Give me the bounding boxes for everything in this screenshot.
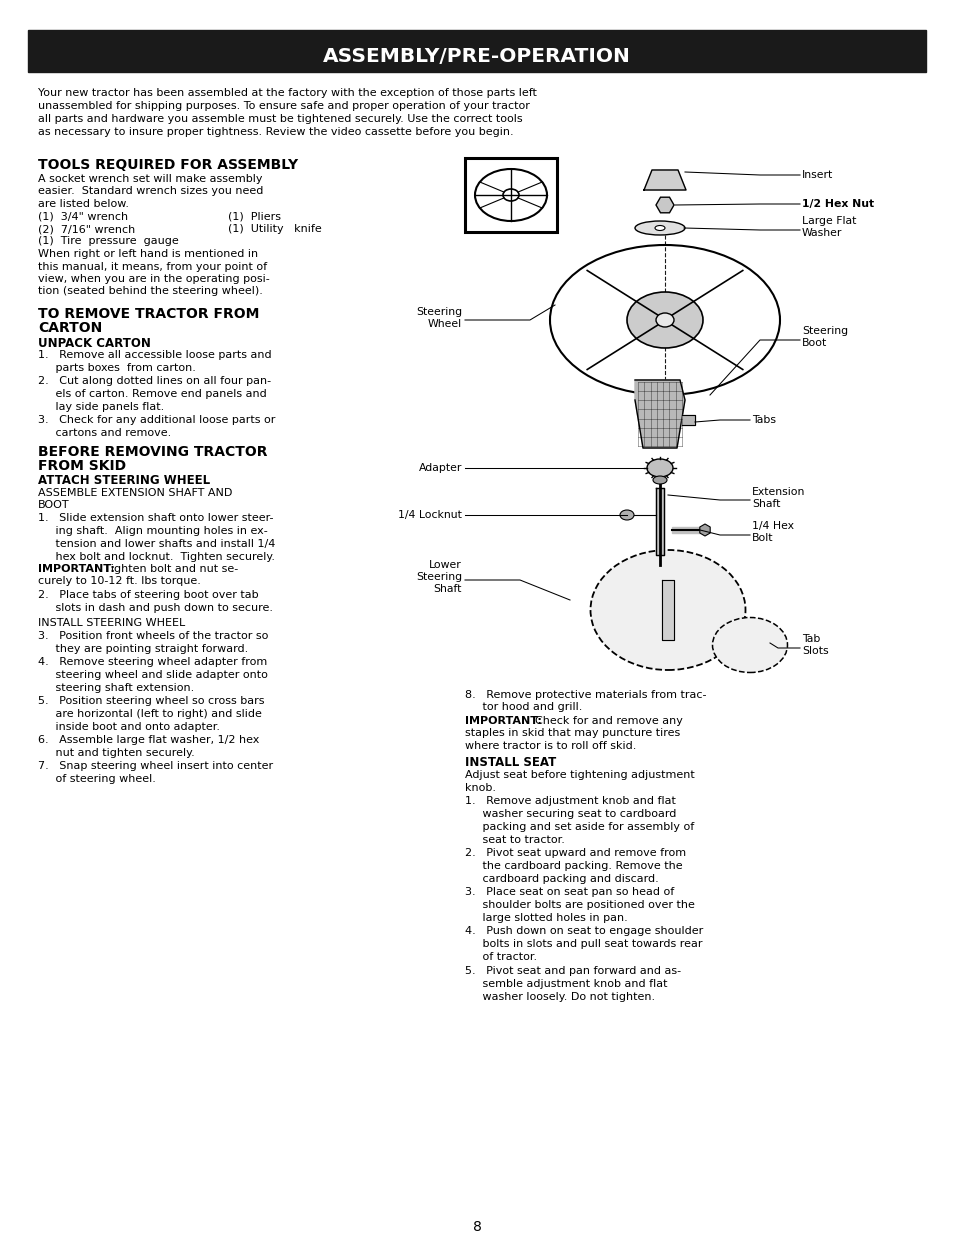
Text: Large Flat
Washer: Large Flat Washer <box>801 216 856 238</box>
Polygon shape <box>671 527 700 534</box>
Text: INSTALL STEERING WHEEL: INSTALL STEERING WHEEL <box>38 618 185 629</box>
Text: 2.   Place tabs of steering boot over tab
     slots in dash and push down to se: 2. Place tabs of steering boot over tab … <box>38 590 273 613</box>
Text: IMPORTANT:: IMPORTANT: <box>464 716 541 726</box>
Text: FROM SKID: FROM SKID <box>38 459 126 473</box>
Text: A socket wrench set will make assembly: A socket wrench set will make assembly <box>38 174 262 184</box>
Text: where tractor is to roll off skid.: where tractor is to roll off skid. <box>464 741 636 751</box>
Text: this manual, it means, from your point of: this manual, it means, from your point o… <box>38 262 267 272</box>
Ellipse shape <box>635 221 684 235</box>
Text: Adjust seat before tightening adjustment
knob.: Adjust seat before tightening adjustment… <box>464 769 694 793</box>
Text: Steering
Boot: Steering Boot <box>801 326 847 348</box>
Text: Insert: Insert <box>801 170 832 180</box>
Text: (2)  7/16" wrench: (2) 7/16" wrench <box>38 224 135 233</box>
Bar <box>28 30 925 72</box>
Text: (1)  Tire  pressure  gauge: (1) Tire pressure gauge <box>38 236 178 247</box>
Polygon shape <box>635 380 684 448</box>
Text: ASSEMBLE EXTENSION SHAFT AND: ASSEMBLE EXTENSION SHAFT AND <box>38 488 233 498</box>
Text: (1)  3/4" wrench: (1) 3/4" wrench <box>38 211 128 221</box>
Text: easier.  Standard wrench sizes you need: easier. Standard wrench sizes you need <box>38 186 263 196</box>
Text: UNPACK CARTON: UNPACK CARTON <box>38 337 151 350</box>
Text: BOOT: BOOT <box>38 500 70 510</box>
Text: view, when you are in the operating posi-: view, when you are in the operating posi… <box>38 274 270 284</box>
Text: 8: 8 <box>472 1220 481 1234</box>
Text: tor hood and grill.: tor hood and grill. <box>464 703 581 713</box>
Text: curely to 10-12 ft. lbs torque.: curely to 10-12 ft. lbs torque. <box>38 577 201 587</box>
Text: Lower
Steering
Shaft: Lower Steering Shaft <box>416 559 461 594</box>
Text: 1/4 Locknut: 1/4 Locknut <box>397 510 461 520</box>
Text: tion (seated behind the steering wheel).: tion (seated behind the steering wheel). <box>38 287 263 296</box>
Text: 1/4 Hex
Bolt: 1/4 Hex Bolt <box>751 521 793 543</box>
Text: 1.   Remove all accessible loose parts and
     parts boxes  from carton.
2.   C: 1. Remove all accessible loose parts and… <box>38 350 275 438</box>
Ellipse shape <box>626 291 702 348</box>
Polygon shape <box>681 415 695 425</box>
Ellipse shape <box>712 618 786 673</box>
Text: Tabs: Tabs <box>751 415 775 425</box>
Text: BEFORE REMOVING TRACTOR: BEFORE REMOVING TRACTOR <box>38 445 267 459</box>
Text: 1.   Slide extension shaft onto lower steer-
     ing shaft.  Align mounting hol: 1. Slide extension shaft onto lower stee… <box>38 513 275 562</box>
Text: ASSEMBLY/PRE-OPERATION: ASSEMBLY/PRE-OPERATION <box>323 47 630 67</box>
Text: 3.   Position front wheels of the tractor so
     they are pointing straight for: 3. Position front wheels of the tractor … <box>38 631 273 784</box>
Text: (1)  Pliers: (1) Pliers <box>228 211 281 221</box>
Polygon shape <box>661 580 673 640</box>
Text: Tab
Slots: Tab Slots <box>801 634 828 656</box>
Text: Steering
Wheel: Steering Wheel <box>416 306 461 330</box>
Text: IMPORTANT:: IMPORTANT: <box>38 564 114 574</box>
Bar <box>464 158 557 232</box>
Ellipse shape <box>652 475 666 484</box>
Text: TOOLS REQUIRED FOR ASSEMBLY: TOOLS REQUIRED FOR ASSEMBLY <box>38 158 297 172</box>
Ellipse shape <box>619 510 634 520</box>
Text: Extension
Shaft: Extension Shaft <box>751 487 804 509</box>
Polygon shape <box>656 488 663 555</box>
Text: Tighten bolt and nut se-: Tighten bolt and nut se- <box>101 564 238 574</box>
Text: staples in skid that may puncture tires: staples in skid that may puncture tires <box>464 729 679 739</box>
Text: Your new tractor has been assembled at the factory with the exception of those p: Your new tractor has been assembled at t… <box>38 88 537 137</box>
Text: ATTACH STEERING WHEEL: ATTACH STEERING WHEEL <box>38 474 210 487</box>
Ellipse shape <box>590 550 744 671</box>
Text: (1)  Utility   knife: (1) Utility knife <box>228 224 321 233</box>
Polygon shape <box>643 170 685 190</box>
Text: TO REMOVE TRACTOR FROM: TO REMOVE TRACTOR FROM <box>38 308 259 321</box>
Text: Check for and remove any: Check for and remove any <box>527 716 682 726</box>
Text: CARTON: CARTON <box>38 321 102 335</box>
Text: 1/2 Hex Nut: 1/2 Hex Nut <box>801 199 873 209</box>
Ellipse shape <box>655 226 664 231</box>
Text: are listed below.: are listed below. <box>38 199 129 209</box>
Text: 1.   Remove adjustment knob and flat
     washer securing seat to cardboard
    : 1. Remove adjustment knob and flat washe… <box>464 797 702 1002</box>
Text: 8.   Remove protective materials from trac-: 8. Remove protective materials from trac… <box>464 690 706 700</box>
Text: INSTALL SEAT: INSTALL SEAT <box>464 756 556 769</box>
Ellipse shape <box>656 312 673 327</box>
Text: When right or left hand is mentioned in: When right or left hand is mentioned in <box>38 249 258 259</box>
Ellipse shape <box>646 459 672 477</box>
Text: Adapter: Adapter <box>418 463 461 473</box>
